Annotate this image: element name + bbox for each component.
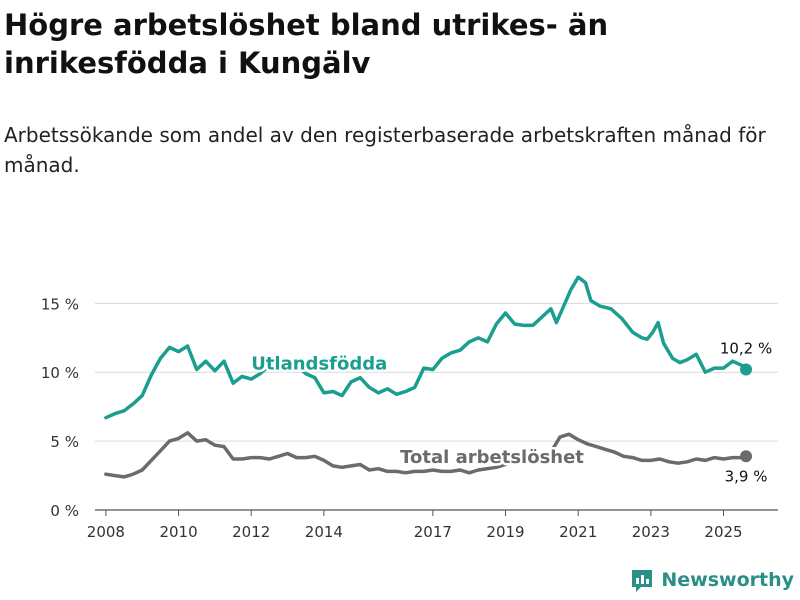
series-name-label: Total arbetslöshet [400,447,584,468]
chart-title: Högre arbetslöshet bland utrikes- än inr… [4,8,609,80]
series-line [104,275,748,420]
y-tick-label: 15 % [41,295,79,313]
x-tick-label: 2010 [159,523,197,541]
x-tick-label: 2012 [232,523,270,541]
x-tick-label: 2025 [704,523,742,541]
chart-subtitle: Arbetssökande som andel av den registerb… [4,123,766,177]
brand-name: Newsworthy [661,569,794,591]
y-tick-label: 0 % [50,502,79,520]
series-end-dot [740,363,753,376]
x-tick-label: 2008 [87,523,125,541]
newsworthy-logo-icon [632,570,653,592]
series-end-label: 10,2 % [720,339,772,357]
y-tick-label: 5 % [50,433,79,451]
y-tick-label: 10 % [41,364,79,382]
series-name-label: Utlandsfödda [251,353,387,374]
x-tick-label: 2023 [632,523,670,541]
x-tick-label: 2021 [559,523,597,541]
brand: Newsworthy [629,566,794,594]
series-end-dot [740,450,753,463]
series-end-label: 3,9 % [725,467,768,485]
series-line [104,431,748,479]
x-tick-label: 2017 [414,523,452,541]
x-tick-label: 2019 [486,523,524,541]
x-tick-label: 2014 [305,523,343,541]
